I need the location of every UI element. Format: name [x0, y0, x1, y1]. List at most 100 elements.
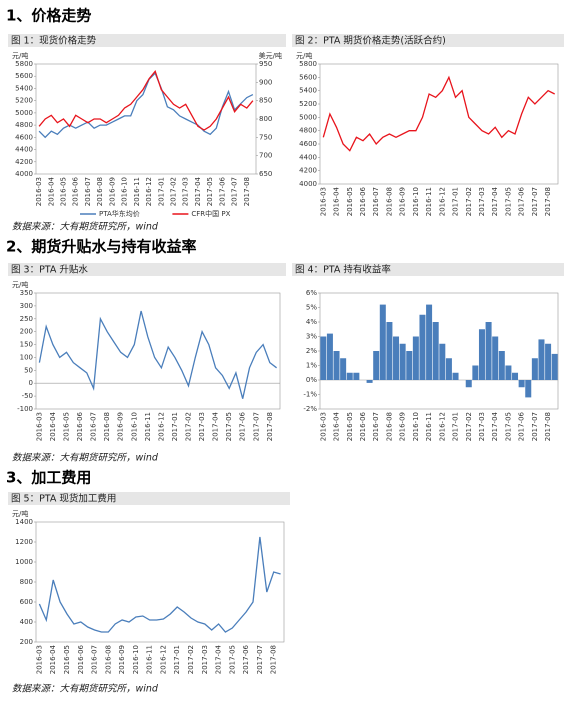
- y-tick-label: 0%: [306, 376, 317, 384]
- y-tick-label: 1000: [15, 558, 33, 566]
- y-tick-label: 3%: [306, 333, 317, 341]
- x-tick-label: 2016-04: [49, 411, 57, 441]
- x-tick-label: 2017-08: [544, 412, 552, 441]
- x-tick-label: 2016-11: [144, 412, 152, 441]
- x-tick-label: 2016-04: [47, 176, 55, 206]
- bar: [439, 343, 446, 380]
- x-tick-label: 2016-06: [359, 411, 367, 441]
- bar: [551, 353, 558, 380]
- y2-unit: 美元/吨: [259, 51, 282, 60]
- y-tick-label: 4600: [299, 140, 317, 148]
- bar: [366, 380, 373, 383]
- x-tick-label: 2017-07: [531, 412, 539, 441]
- x-tick-label: 2016-08: [385, 187, 393, 216]
- x-tick-label: 2017-04: [491, 186, 499, 216]
- bar: [452, 372, 459, 380]
- x-tick-label: 2017-01: [171, 412, 179, 441]
- y-tick-label: 150: [20, 341, 33, 349]
- y-tick-label: 5600: [299, 73, 317, 81]
- x-tick-label: 2016-10: [132, 645, 140, 674]
- x-tick-label: 2016-08: [103, 412, 111, 441]
- y-tick-label: 1%: [306, 362, 317, 370]
- y-tick-label: -100: [17, 405, 33, 413]
- bar: [545, 343, 552, 380]
- x-tick-label: 2017-03: [198, 412, 206, 441]
- x-tick-label: 2017-04: [215, 644, 223, 674]
- legend-label: CFR中国 PX: [191, 209, 230, 218]
- x-tick-label: 2016-06: [72, 176, 80, 206]
- x-tick-label: 2016-10: [130, 412, 138, 441]
- x-tick-label: 2016-10: [121, 177, 129, 206]
- x-tick-label: 2016-09: [117, 412, 125, 441]
- x-tick-label: 2017-03: [182, 177, 190, 206]
- plot-frame: [35, 63, 257, 175]
- x-tick-label: 2017-06: [518, 411, 526, 441]
- x-tick-label: 2017-02: [185, 412, 193, 441]
- x-tick-label: 2017-01: [452, 187, 460, 216]
- x-tick-label: 2016-04: [49, 644, 57, 674]
- y-tick-label: -50: [22, 392, 33, 400]
- bar: [492, 336, 499, 380]
- x-tick-label: 2017-05: [206, 177, 214, 206]
- caption-bar: [292, 263, 564, 276]
- x-tick-label: 2016-08: [385, 412, 393, 441]
- series-line: [38, 310, 277, 399]
- y-unit: 元/吨: [12, 509, 28, 518]
- y-unit: 元/吨: [12, 51, 28, 60]
- x-tick-label: 2016-12: [157, 412, 165, 441]
- y-tick-label: 5000: [15, 109, 33, 117]
- bar: [531, 358, 538, 380]
- y-tick-label: 200: [20, 328, 33, 336]
- plot-frame: [319, 292, 559, 410]
- bar: [326, 333, 333, 380]
- y-tick-label: 800: [20, 578, 33, 586]
- y2-tick-label: 650: [259, 170, 272, 178]
- x-tick-label: 2016-09: [118, 645, 126, 674]
- series-line: [38, 69, 254, 131]
- bar: [485, 322, 492, 380]
- x-tick-label: 2016-11: [425, 187, 433, 216]
- x-tick-label: 2016-03: [319, 187, 327, 216]
- x-tick-label: 2016-07: [372, 412, 380, 441]
- x-tick-label: 2016-05: [60, 177, 68, 206]
- y-unit: 元/吨: [296, 51, 312, 60]
- y-tick-label: 1400: [15, 518, 33, 526]
- legend-label: PTA华东均价: [99, 209, 140, 218]
- x-tick-label: 2017-02: [465, 412, 473, 441]
- y-tick-label: 5800: [15, 60, 33, 68]
- y-tick-label: 0: [29, 379, 33, 387]
- x-tick-label: 2016-03: [35, 177, 43, 206]
- y-tick-label: 5600: [15, 72, 33, 80]
- series-line: [38, 72, 254, 139]
- x-tick-label: 2017-01: [452, 412, 460, 441]
- x-tick-label: 2017-04: [194, 176, 202, 206]
- bar: [512, 372, 519, 380]
- bar: [538, 339, 545, 380]
- y-tick-label: 4800: [299, 127, 317, 135]
- x-tick-label: 2016-08: [104, 645, 112, 674]
- section-heading: 1、价格走势: [6, 7, 91, 25]
- bar: [426, 304, 433, 380]
- x-tick-label: 2017-06: [218, 176, 226, 206]
- x-tick-label: 2017-01: [173, 645, 181, 674]
- x-tick-label: 2016-11: [425, 412, 433, 441]
- x-tick-label: 2016-03: [319, 412, 327, 441]
- x-tick-label: 2017-08: [544, 187, 552, 216]
- x-tick-label: 2017-03: [201, 645, 209, 674]
- bar: [432, 322, 439, 380]
- source-note: 数据来源：大有期货研究所，wind: [12, 683, 159, 695]
- bar: [505, 365, 512, 380]
- y-tick-label: 5400: [299, 87, 317, 95]
- plot-frame: [319, 63, 559, 185]
- y-tick-label: 4000: [299, 180, 317, 188]
- x-tick-label: 2017-02: [187, 645, 195, 674]
- bar: [320, 336, 327, 380]
- bar: [412, 336, 419, 380]
- x-tick-label: 2017-06: [242, 644, 250, 674]
- y-tick-label: 5400: [15, 84, 33, 92]
- y-tick-label: 200: [20, 638, 33, 646]
- x-tick-label: 2017-08: [266, 412, 274, 441]
- bar: [472, 365, 479, 380]
- y2-tick-label: 950: [259, 60, 272, 68]
